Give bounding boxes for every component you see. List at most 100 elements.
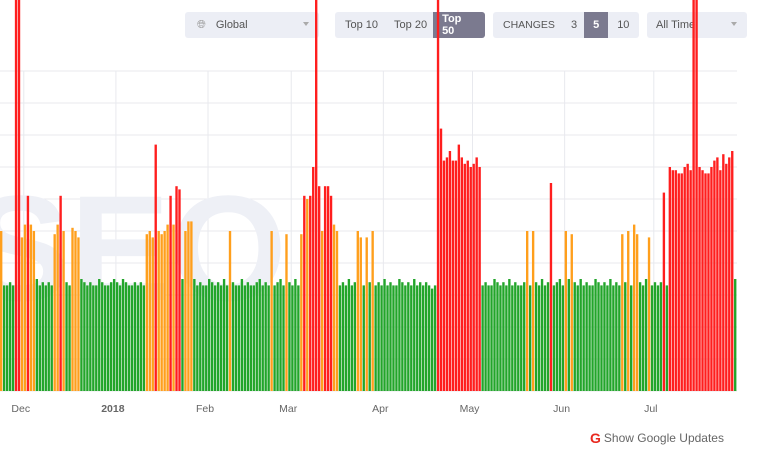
bar[interactable] bbox=[368, 282, 371, 391]
bar[interactable] bbox=[59, 195, 62, 391]
bar[interactable] bbox=[288, 282, 291, 391]
bar[interactable] bbox=[457, 144, 461, 391]
bar[interactable] bbox=[237, 285, 241, 391]
bar[interactable] bbox=[341, 282, 345, 391]
bar[interactable] bbox=[133, 282, 137, 391]
bar[interactable] bbox=[326, 186, 330, 391]
bar[interactable] bbox=[552, 285, 556, 391]
bar[interactable] bbox=[383, 279, 386, 391]
bar[interactable] bbox=[591, 285, 594, 391]
bar[interactable] bbox=[632, 224, 636, 391]
bar[interactable] bbox=[294, 279, 297, 391]
bar[interactable] bbox=[56, 224, 59, 391]
bar[interactable] bbox=[29, 224, 33, 391]
bar[interactable] bbox=[421, 285, 425, 391]
bar[interactable] bbox=[392, 285, 395, 391]
bar[interactable] bbox=[543, 285, 547, 391]
bar[interactable] bbox=[627, 231, 630, 391]
bar[interactable] bbox=[350, 285, 354, 391]
bar[interactable] bbox=[407, 282, 410, 391]
bar[interactable] bbox=[151, 237, 154, 391]
top-50-button[interactable]: Top 50 bbox=[433, 12, 485, 38]
bar[interactable] bbox=[282, 285, 285, 391]
bar[interactable] bbox=[689, 170, 692, 391]
bar[interactable] bbox=[731, 151, 734, 391]
bar[interactable] bbox=[725, 163, 728, 391]
bar[interactable] bbox=[187, 221, 190, 391]
bar[interactable] bbox=[445, 157, 449, 391]
bar[interactable] bbox=[615, 282, 618, 391]
bar[interactable] bbox=[234, 285, 238, 391]
bar[interactable] bbox=[520, 285, 523, 391]
show-google-updates-toggle[interactable]: G Show Google Updates bbox=[590, 430, 724, 446]
bar[interactable] bbox=[264, 282, 267, 391]
bar[interactable] bbox=[246, 282, 250, 391]
bar[interactable] bbox=[680, 173, 683, 391]
bar[interactable] bbox=[430, 288, 434, 391]
bar[interactable] bbox=[303, 195, 306, 391]
bar[interactable] bbox=[401, 282, 404, 391]
bar[interactable] bbox=[332, 224, 336, 391]
bar[interactable] bbox=[83, 282, 86, 391]
bar[interactable] bbox=[404, 285, 407, 391]
bar[interactable] bbox=[698, 167, 701, 391]
bar[interactable] bbox=[8, 282, 12, 391]
bar[interactable] bbox=[662, 192, 666, 391]
bar[interactable] bbox=[157, 231, 160, 391]
bar[interactable] bbox=[656, 285, 660, 391]
bar[interactable] bbox=[181, 279, 184, 391]
bar[interactable] bbox=[11, 285, 15, 391]
bar[interactable] bbox=[139, 282, 143, 391]
bar[interactable] bbox=[573, 282, 576, 391]
bar[interactable] bbox=[252, 285, 255, 391]
bar[interactable] bbox=[442, 160, 446, 391]
bar[interactable] bbox=[65, 282, 68, 391]
bar[interactable] bbox=[508, 279, 511, 391]
bar[interactable] bbox=[213, 285, 217, 391]
bar[interactable] bbox=[92, 285, 95, 391]
bar[interactable] bbox=[472, 163, 475, 391]
bar[interactable] bbox=[490, 285, 493, 391]
bar[interactable] bbox=[439, 128, 443, 391]
bar[interactable] bbox=[502, 282, 505, 391]
bar[interactable] bbox=[208, 279, 211, 391]
bar[interactable] bbox=[603, 282, 606, 391]
bar[interactable] bbox=[469, 167, 472, 391]
bar[interactable] bbox=[514, 282, 517, 391]
bar[interactable] bbox=[98, 279, 101, 391]
bar[interactable] bbox=[484, 282, 487, 391]
bar[interactable] bbox=[335, 231, 339, 391]
bar[interactable] bbox=[306, 199, 309, 391]
bar[interactable] bbox=[255, 282, 258, 391]
bar[interactable] bbox=[136, 285, 140, 391]
bar[interactable] bbox=[395, 285, 398, 391]
bar[interactable] bbox=[270, 231, 273, 391]
bar[interactable] bbox=[653, 282, 657, 391]
bar[interactable] bbox=[523, 282, 526, 391]
bar[interactable] bbox=[692, 0, 695, 391]
bar[interactable] bbox=[130, 285, 134, 391]
bar[interactable] bbox=[17, 0, 21, 391]
bar[interactable] bbox=[323, 186, 327, 391]
bar[interactable] bbox=[606, 285, 609, 391]
bar[interactable] bbox=[80, 279, 83, 391]
bar[interactable] bbox=[240, 279, 244, 391]
bar[interactable] bbox=[433, 285, 437, 391]
bar[interactable] bbox=[419, 282, 422, 391]
bar[interactable] bbox=[597, 282, 600, 391]
bar[interactable] bbox=[50, 285, 53, 391]
bar[interactable] bbox=[95, 285, 98, 391]
bar[interactable] bbox=[106, 285, 110, 391]
bar[interactable] bbox=[5, 285, 9, 391]
bar[interactable] bbox=[142, 285, 146, 391]
bar[interactable] bbox=[112, 279, 116, 391]
bar[interactable] bbox=[279, 279, 282, 391]
bar[interactable] bbox=[537, 285, 541, 391]
bar[interactable] bbox=[32, 231, 36, 391]
bar[interactable] bbox=[258, 279, 261, 391]
changes-10-button[interactable]: 10 bbox=[617, 19, 630, 31]
bar[interactable] bbox=[121, 279, 125, 391]
bar[interactable] bbox=[23, 224, 27, 391]
bar[interactable] bbox=[47, 282, 50, 391]
bar[interactable] bbox=[641, 285, 645, 391]
